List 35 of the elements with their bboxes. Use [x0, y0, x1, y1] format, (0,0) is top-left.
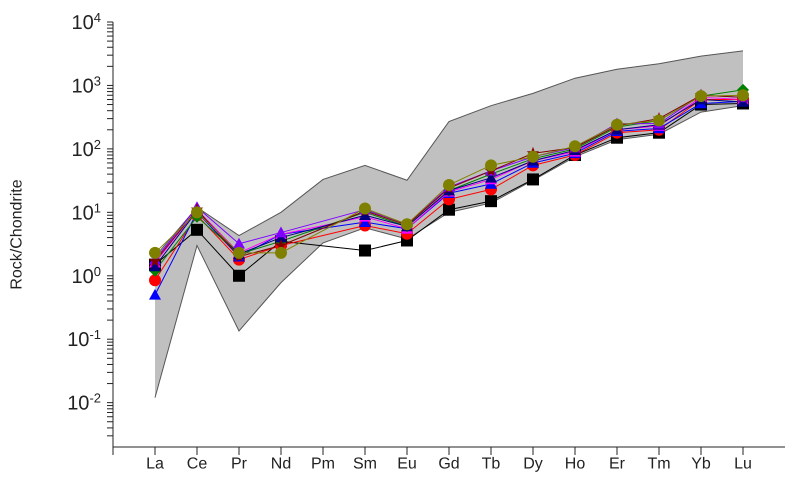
- x-tick-label: Ce: [186, 455, 208, 472]
- y-tick-label: 10$^{-1}$: [67, 326, 101, 352]
- y-tick-label: 10$^{2}$: [72, 136, 101, 161]
- x-tick-label: Eu: [397, 455, 417, 472]
- point: [233, 270, 245, 282]
- x-tick-label: Yb: [691, 455, 711, 472]
- y-tick-label: 10$^{1}$: [72, 200, 101, 224]
- x-tick-label: Sm: [353, 455, 377, 472]
- x-tick-label: Pm: [311, 455, 335, 472]
- x-tick-label: La: [146, 455, 164, 472]
- x-tick-label: Gd: [438, 455, 460, 472]
- point: [149, 288, 161, 300]
- y-tick-label: 10$^{4}$: [72, 10, 101, 34]
- point: [191, 224, 203, 236]
- point: [149, 274, 161, 286]
- y-axis-title: Rock/Chondrite: [8, 179, 26, 290]
- point: [443, 178, 455, 191]
- point: [275, 246, 287, 259]
- x-tick-label: Lu: [734, 455, 752, 472]
- x-tick-label: Er: [609, 455, 626, 472]
- y-tick-label: 10$^{3}$: [72, 72, 101, 98]
- y-tick-label: 10$^{-2}$: [67, 390, 101, 415]
- x-tick-label: Ho: [564, 455, 586, 472]
- x-tick-label: Pr: [231, 455, 248, 472]
- point: [527, 173, 539, 186]
- point: [443, 204, 455, 216]
- x-tick-label: Nd: [270, 455, 292, 472]
- x-tick-label: Tm: [647, 455, 671, 472]
- point: [359, 244, 371, 257]
- point: [485, 159, 497, 172]
- x-tick-label: Tb: [482, 455, 500, 472]
- point: [485, 195, 497, 208]
- point: [149, 246, 161, 259]
- x-tick-label: Dy: [523, 455, 543, 472]
- y-tick-label: 10$^{0}$: [72, 263, 101, 288]
